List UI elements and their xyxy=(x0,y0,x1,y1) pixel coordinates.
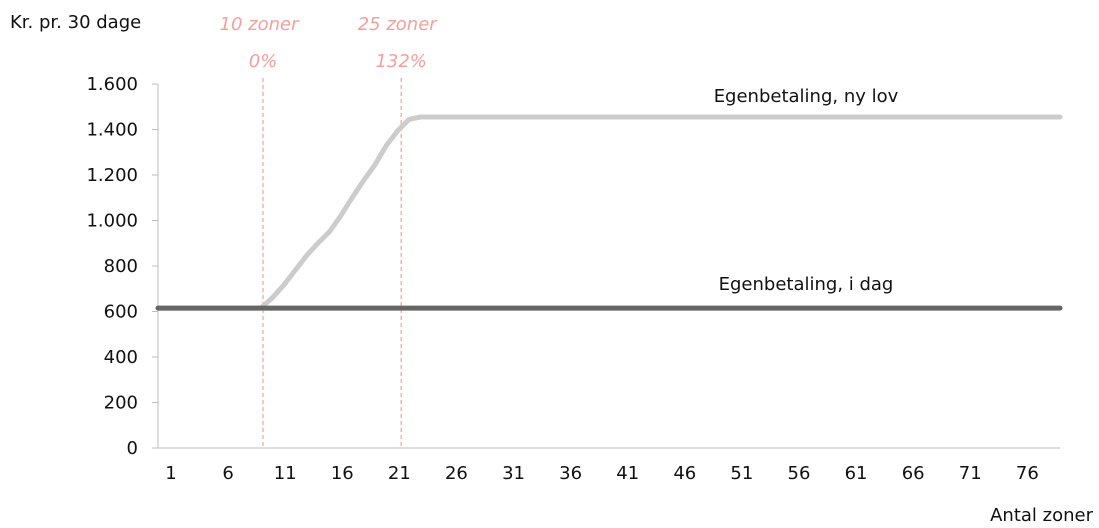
reference-label: 10 zoner xyxy=(220,14,301,35)
x-tick-label: 6 xyxy=(222,463,233,484)
series-label: Egenbetaling, ny lov xyxy=(714,86,899,107)
x-tick-label: 1 xyxy=(165,463,176,484)
y-tick-label: 1.000 xyxy=(86,211,138,232)
y-tick-label: 1.400 xyxy=(86,120,138,141)
x-tick-label: 16 xyxy=(331,463,354,484)
y-tick-label: 800 xyxy=(104,256,138,277)
y-tick-label: 400 xyxy=(104,347,138,368)
series-label: Egenbetaling, i dag xyxy=(719,274,894,295)
reference-label: 25 zoner xyxy=(358,14,439,35)
y-axis-title: Kr. pr. 30 dage xyxy=(10,12,141,33)
x-tick-label: 31 xyxy=(502,463,525,484)
x-tick-label: 41 xyxy=(616,463,639,484)
y-tick-label: 200 xyxy=(104,393,138,414)
y-tick-label: 600 xyxy=(104,302,138,323)
x-tick-label: 61 xyxy=(845,463,868,484)
x-tick-label: 71 xyxy=(959,463,982,484)
reference-value: 0% xyxy=(249,51,278,72)
x-tick-label: 46 xyxy=(673,463,696,484)
x-tick-label: 76 xyxy=(1016,463,1039,484)
x-tick-label: 11 xyxy=(274,463,297,484)
y-tick-label: 1.600 xyxy=(86,74,138,95)
x-tick-label: 36 xyxy=(559,463,582,484)
reference-value: 132% xyxy=(375,51,426,72)
x-tick-label: 56 xyxy=(788,463,811,484)
x-tick-label: 26 xyxy=(445,463,468,484)
y-tick-label: 0 xyxy=(127,438,138,459)
series-line-ny-lov xyxy=(155,114,1063,311)
x-tick-label: 51 xyxy=(730,463,753,484)
x-tick-label: 21 xyxy=(388,463,411,484)
y-tick-label: 1.200 xyxy=(86,165,138,186)
x-axis-title: Antal zoner xyxy=(990,505,1093,526)
x-tick-label: 66 xyxy=(902,463,925,484)
